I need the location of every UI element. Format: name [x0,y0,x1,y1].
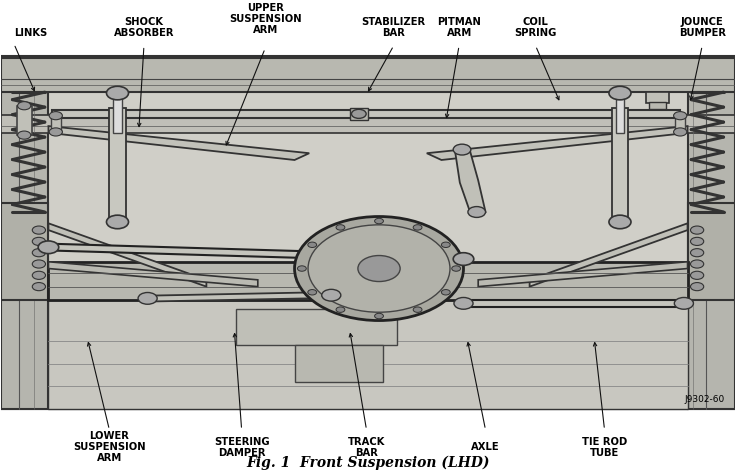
Circle shape [453,253,474,266]
Circle shape [294,217,464,321]
Bar [236,309,397,345]
Circle shape [690,271,704,279]
Circle shape [358,256,400,282]
Circle shape [442,242,450,247]
Circle shape [352,109,367,118]
Bar [52,110,680,118]
Circle shape [107,86,129,100]
Text: LOWER
SUSPENSION
ARM: LOWER SUSPENSION ARM [73,431,146,463]
Bar [17,106,32,135]
Text: STABILIZER
BAR: STABILIZER BAR [361,17,425,38]
Circle shape [609,215,631,229]
Bar [1,115,735,133]
Bar [51,116,61,133]
Circle shape [690,238,704,246]
Polygon shape [427,126,687,160]
Polygon shape [49,244,464,263]
Polygon shape [1,203,49,300]
Bar [612,108,628,223]
Circle shape [375,218,383,224]
Circle shape [690,226,704,234]
Text: JOUNCE
BUMPER: JOUNCE BUMPER [679,17,726,38]
Bar [648,102,666,109]
Text: PITMAN
ARM: PITMAN ARM [437,17,481,38]
Circle shape [32,260,46,268]
Circle shape [673,112,687,120]
Bar [49,262,687,300]
Circle shape [308,290,316,295]
Text: J9302-60: J9302-60 [684,395,724,404]
Circle shape [454,297,473,309]
Polygon shape [294,345,383,381]
Circle shape [49,128,63,136]
Circle shape [452,266,461,271]
Polygon shape [49,262,258,286]
Bar [1,58,735,92]
Text: Fig. 1  Front Suspension (LHD): Fig. 1 Front Suspension (LHD) [247,456,489,470]
Circle shape [49,112,63,120]
Bar [110,108,126,223]
Bar [1,56,735,408]
Circle shape [690,248,704,257]
Bar [113,92,122,133]
Text: TIE ROD
TUBE: TIE ROD TUBE [582,437,627,457]
Circle shape [674,297,693,309]
Circle shape [322,289,341,301]
Polygon shape [455,149,486,214]
Circle shape [138,293,158,304]
Text: TRACK
BAR: TRACK BAR [348,437,385,457]
Circle shape [308,242,316,247]
Bar [615,92,624,133]
Circle shape [32,283,46,291]
Circle shape [690,283,704,291]
Circle shape [18,131,31,139]
Circle shape [673,128,687,136]
Polygon shape [687,203,735,300]
Text: AXLE: AXLE [471,442,500,452]
Circle shape [453,144,471,155]
Polygon shape [464,300,684,307]
Text: UPPER
SUSPENSION
ARM: UPPER SUSPENSION ARM [229,3,302,35]
Circle shape [336,307,345,313]
Circle shape [690,260,704,268]
Circle shape [468,207,486,218]
Text: COIL
SPRING: COIL SPRING [514,17,556,38]
Circle shape [413,225,422,230]
Circle shape [442,290,450,295]
Bar [675,116,685,133]
Bar [687,87,735,408]
Text: SHOCK
ABSORBER: SHOCK ABSORBER [113,17,174,38]
Circle shape [32,271,46,279]
Polygon shape [530,223,687,286]
Bar [350,107,368,120]
Bar [49,300,687,408]
Circle shape [609,86,631,100]
Text: STEERING
DAMPER: STEERING DAMPER [214,437,269,457]
Circle shape [32,226,46,234]
Circle shape [32,238,46,246]
Circle shape [32,248,46,257]
Circle shape [375,314,383,319]
Polygon shape [49,223,206,286]
Circle shape [308,225,450,312]
Circle shape [107,215,129,229]
Circle shape [18,102,31,110]
Polygon shape [478,262,687,286]
Circle shape [336,225,345,230]
Circle shape [38,241,59,254]
Polygon shape [49,126,309,160]
Polygon shape [148,292,331,302]
Bar [1,87,49,408]
Text: LINKS: LINKS [14,28,47,38]
Bar [645,92,669,104]
Circle shape [297,266,306,271]
Circle shape [413,307,422,313]
